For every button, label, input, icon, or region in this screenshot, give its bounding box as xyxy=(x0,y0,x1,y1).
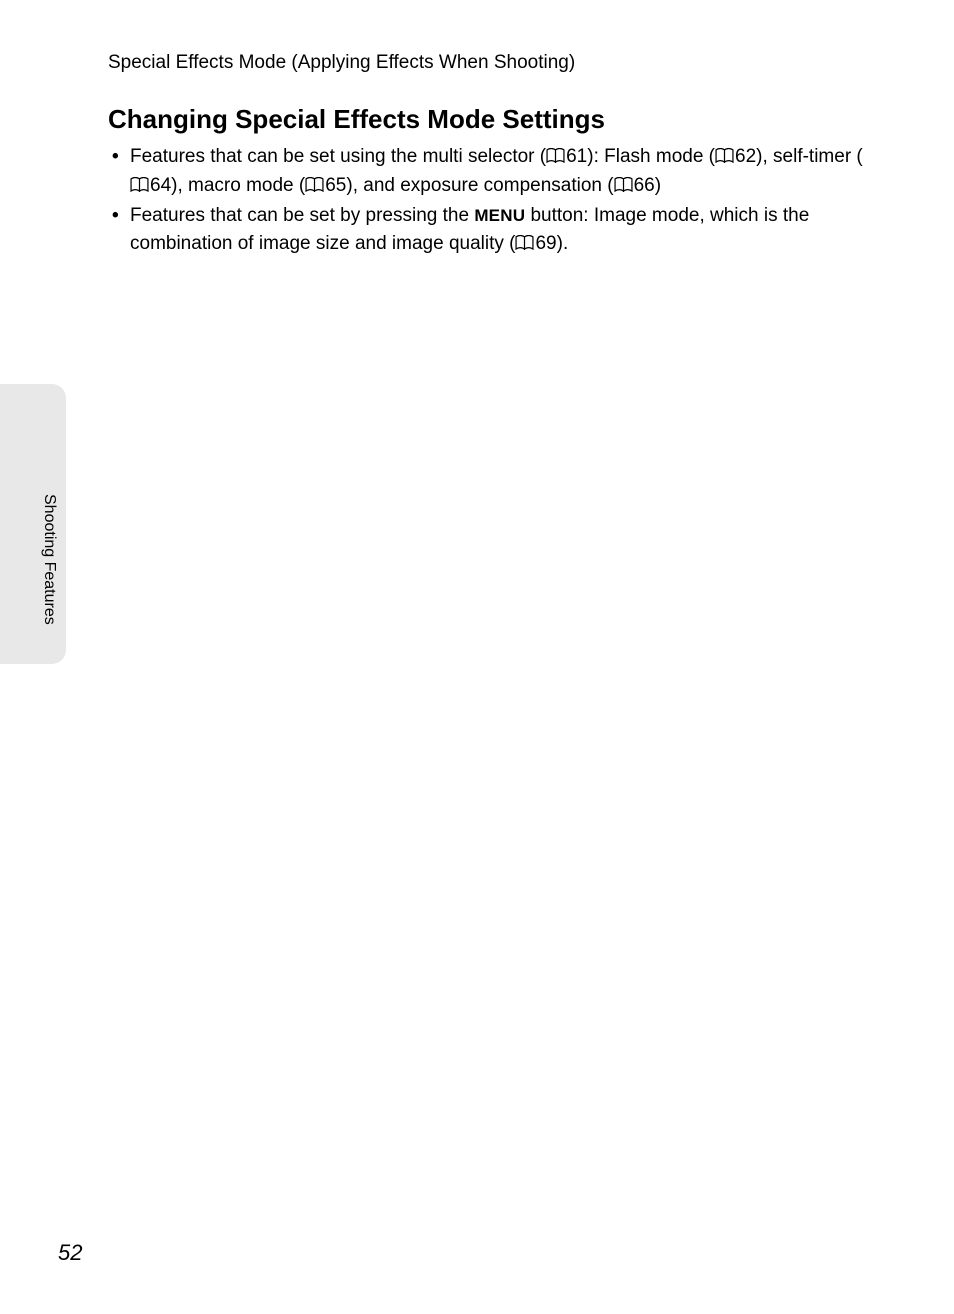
page-ref: 64 xyxy=(150,175,171,196)
page-ref: 62 xyxy=(735,146,756,167)
list-item: Features that can be set using the multi… xyxy=(108,143,866,200)
page-ref: 65 xyxy=(325,175,346,196)
book-icon xyxy=(715,144,734,172)
page-number: 52 xyxy=(58,1240,82,1266)
text-fragment: ), macro mode ( xyxy=(171,175,305,196)
chapter-header: Special Effects Mode (Applying Effects W… xyxy=(108,52,866,74)
side-tab-label: Shooting Features xyxy=(40,494,58,625)
page-content: Special Effects Mode (Applying Effects W… xyxy=(0,0,954,258)
book-icon xyxy=(305,173,324,201)
feature-list: Features that can be set using the multi… xyxy=(108,143,866,258)
text-fragment: ): Flash mode ( xyxy=(587,146,715,167)
book-icon xyxy=(515,231,534,259)
page-ref: 69 xyxy=(535,233,556,254)
book-icon xyxy=(614,173,633,201)
text-fragment: Features that can be set using the multi… xyxy=(130,146,546,167)
text-fragment: Features that can be set by pressing the xyxy=(130,205,474,226)
section-title: Changing Special Effects Mode Settings xyxy=(108,104,866,135)
text-fragment: ) xyxy=(655,175,661,196)
text-fragment: ), self-timer ( xyxy=(756,146,863,167)
list-item: Features that can be set by pressing the… xyxy=(108,202,866,258)
book-icon xyxy=(546,144,565,172)
menu-button-label: MENU xyxy=(474,206,525,225)
book-icon xyxy=(130,173,149,201)
page-ref: 61 xyxy=(566,146,587,167)
text-fragment: ), and exposure compensation ( xyxy=(346,175,613,196)
page-ref: 66 xyxy=(634,175,655,196)
text-fragment: ). xyxy=(557,233,569,254)
